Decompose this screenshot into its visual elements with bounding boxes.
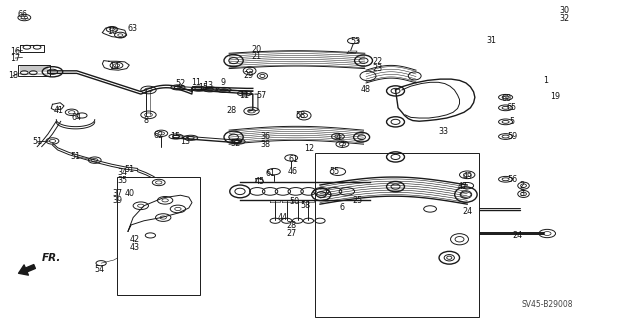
Polygon shape <box>396 158 474 190</box>
Text: 37: 37 <box>112 189 122 198</box>
Text: 27: 27 <box>286 229 296 238</box>
Text: 29: 29 <box>243 71 253 80</box>
Text: 22: 22 <box>372 57 383 66</box>
Polygon shape <box>51 103 64 110</box>
Text: 30: 30 <box>559 6 570 15</box>
Text: 64: 64 <box>72 113 82 122</box>
Text: 15: 15 <box>198 83 209 92</box>
Text: 36: 36 <box>260 132 271 141</box>
Polygon shape <box>256 179 264 182</box>
Text: 24: 24 <box>462 207 472 216</box>
Text: 38: 38 <box>260 140 271 149</box>
Polygon shape <box>292 200 303 202</box>
Text: 59: 59 <box>507 132 517 141</box>
Text: 65: 65 <box>507 103 517 112</box>
Text: 23: 23 <box>372 64 383 73</box>
Text: 24: 24 <box>512 231 522 240</box>
Text: 52: 52 <box>175 79 186 88</box>
Text: 28: 28 <box>286 221 296 230</box>
Text: 49: 49 <box>462 172 472 181</box>
Text: 44: 44 <box>278 213 288 222</box>
Text: 13: 13 <box>180 137 191 146</box>
Polygon shape <box>20 45 44 52</box>
Text: 2: 2 <box>519 181 524 190</box>
Text: 19: 19 <box>550 92 561 101</box>
Text: 31: 31 <box>486 36 497 45</box>
Polygon shape <box>102 27 127 38</box>
Text: 48: 48 <box>361 85 371 94</box>
Text: 51: 51 <box>32 137 42 146</box>
Polygon shape <box>128 195 192 231</box>
Text: 35: 35 <box>118 176 128 185</box>
Polygon shape <box>396 79 475 121</box>
Text: 4: 4 <box>335 133 340 142</box>
Text: 12: 12 <box>304 144 314 153</box>
Text: 33: 33 <box>438 127 449 136</box>
Text: 14: 14 <box>109 63 119 71</box>
Text: 61: 61 <box>265 169 275 178</box>
Text: 55: 55 <box>330 167 340 176</box>
Text: 6: 6 <box>340 204 345 212</box>
Bar <box>18 65 50 76</box>
Text: 16: 16 <box>10 47 20 56</box>
Text: 42: 42 <box>129 235 140 244</box>
FancyArrowPatch shape <box>19 264 35 275</box>
Text: 41: 41 <box>54 106 64 115</box>
Bar <box>315 153 479 317</box>
Text: 61: 61 <box>288 155 298 164</box>
Text: 5: 5 <box>509 117 515 126</box>
Polygon shape <box>240 182 370 200</box>
Text: SV45-B29008: SV45-B29008 <box>522 300 573 309</box>
Text: 53: 53 <box>350 37 360 46</box>
Text: 32: 32 <box>559 14 570 23</box>
Text: 8: 8 <box>143 116 148 125</box>
Polygon shape <box>141 231 160 243</box>
Text: 40: 40 <box>125 189 135 198</box>
Polygon shape <box>303 200 314 202</box>
Text: 46: 46 <box>288 167 298 176</box>
Text: 54: 54 <box>94 265 104 274</box>
Text: 58: 58 <box>301 201 311 210</box>
Text: 18: 18 <box>8 71 18 80</box>
Text: 10: 10 <box>107 27 117 36</box>
Polygon shape <box>102 61 129 70</box>
Text: 51: 51 <box>124 165 134 174</box>
Text: 1: 1 <box>543 76 548 85</box>
Text: 34: 34 <box>118 168 128 177</box>
Text: 9: 9 <box>220 78 225 87</box>
Text: 62: 62 <box>154 131 164 140</box>
Text: 45: 45 <box>254 177 264 186</box>
Text: 52: 52 <box>230 139 241 148</box>
Polygon shape <box>347 51 357 54</box>
Text: 28: 28 <box>227 106 237 115</box>
Text: 15: 15 <box>170 132 180 141</box>
Text: 66: 66 <box>17 10 28 19</box>
Text: FR.: FR. <box>42 253 61 263</box>
Text: 51: 51 <box>70 152 81 161</box>
Bar <box>117 177 200 295</box>
Text: 60: 60 <box>502 94 512 103</box>
Polygon shape <box>270 200 280 202</box>
Text: 11: 11 <box>239 91 249 100</box>
Text: 21: 21 <box>251 52 261 61</box>
Text: 47: 47 <box>458 182 468 191</box>
Text: 25: 25 <box>352 196 362 205</box>
Polygon shape <box>282 200 292 202</box>
Polygon shape <box>315 200 325 202</box>
Text: 50: 50 <box>289 197 300 206</box>
Text: 57: 57 <box>256 91 266 100</box>
Text: 20: 20 <box>251 45 261 54</box>
Text: 43: 43 <box>129 243 140 252</box>
Text: 58: 58 <box>296 111 306 120</box>
Text: 56: 56 <box>507 175 517 184</box>
Text: 3: 3 <box>519 189 524 198</box>
Text: 7: 7 <box>340 141 345 150</box>
Text: 39: 39 <box>112 196 122 205</box>
Text: 11: 11 <box>191 78 202 87</box>
Text: 13: 13 <box>204 81 214 90</box>
Text: 63: 63 <box>127 24 138 33</box>
Text: 17: 17 <box>10 54 20 63</box>
